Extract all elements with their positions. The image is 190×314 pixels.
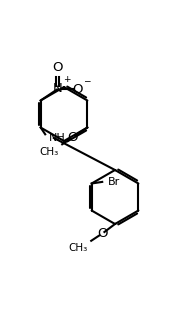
Text: CH₃: CH₃ bbox=[40, 147, 59, 156]
Text: O: O bbox=[52, 61, 62, 74]
Text: Br: Br bbox=[108, 177, 120, 187]
Text: N: N bbox=[53, 82, 63, 95]
Text: O: O bbox=[68, 131, 78, 143]
Text: +: + bbox=[63, 75, 70, 84]
Text: NH: NH bbox=[49, 133, 66, 143]
Text: O: O bbox=[97, 227, 107, 240]
Text: CH₃: CH₃ bbox=[69, 243, 88, 253]
Text: O: O bbox=[72, 83, 82, 96]
Text: −: − bbox=[83, 76, 90, 85]
